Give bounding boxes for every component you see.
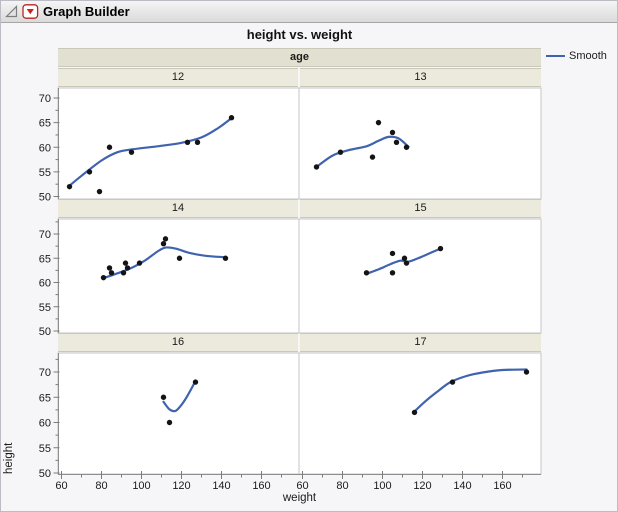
data-point[interactable] [389,129,396,136]
data-point[interactable] [411,409,418,416]
data-point[interactable] [166,419,173,426]
window-title: Graph Builder [43,4,130,19]
x-tick-label: 80 [336,480,348,492]
data-point[interactable] [375,119,382,126]
facet-label-13[interactable]: 13 [300,68,541,87]
disclosure-triangle-icon[interactable] [5,5,18,18]
facet-variable-band[interactable]: age [58,48,541,67]
x-tick-label: 100 [373,480,391,492]
data-point[interactable] [523,369,530,375]
data-point[interactable] [160,241,167,247]
data-point[interactable] [96,188,103,195]
y-tick-label: 55 [39,167,51,179]
y-tick-label: 60 [39,418,51,430]
y-tick-label: 70 [39,367,51,379]
x-tick-label: 160 [493,480,511,492]
data-point[interactable] [66,183,73,190]
graph-title[interactable]: height vs. weight [246,27,353,42]
graph-canvas: height vs. weight age 12 13 14 15 16 17 heigh… [1,23,617,511]
panel-age-16[interactable] [57,352,300,475]
legend-label: Smooth [569,50,607,62]
data-point[interactable] [136,260,143,266]
y-tick-label: 65 [39,118,51,130]
y-tick-label: 70 [39,229,51,241]
y-tick-label: 65 [39,392,51,404]
y-tick-label: 70 [39,93,51,105]
data-point[interactable] [192,379,199,385]
data-point[interactable] [86,169,93,175]
smooth-line-age-17[interactable] [413,368,528,413]
smooth-line-age-12[interactable] [68,117,233,187]
red-triangle-menu-button[interactable] [22,4,39,19]
data-point[interactable] [124,265,131,271]
data-point[interactable] [122,260,129,266]
x-tick-label: 140 [453,480,471,492]
legend-item-smooth[interactable]: Smooth [546,48,607,64]
x-tick-label: 60 [296,480,308,492]
title-bar: Graph Builder [1,1,617,23]
data-point[interactable] [106,265,113,271]
panel-age-17[interactable] [298,352,542,475]
data-point[interactable] [403,144,410,150]
data-point[interactable] [437,245,444,252]
panel-age-15[interactable] [298,218,542,334]
x-axis-label[interactable]: weight [282,492,317,504]
y-tick-label: 60 [39,142,51,154]
y-tick-label: 55 [39,302,51,314]
smooth-line-age-16[interactable] [162,380,197,413]
data-point[interactable] [184,139,191,146]
data-point[interactable] [160,394,167,400]
x-tick-label: 120 [172,480,190,492]
data-point[interactable] [162,236,169,242]
data-point[interactable] [106,144,113,150]
data-point[interactable] [176,255,183,261]
y-tick-label: 50 [39,326,51,338]
y-tick-label: 50 [39,468,51,480]
data-point[interactable] [128,149,135,155]
data-point[interactable] [337,149,344,155]
panel-age-13[interactable] [298,87,542,200]
x-tick-label: 140 [212,480,230,492]
facet-label-12[interactable]: 12 [58,68,298,87]
data-point[interactable] [228,115,235,121]
x-tick-label: 160 [252,480,270,492]
y-tick-label: 50 [39,192,51,204]
data-point[interactable] [403,260,410,266]
data-point[interactable] [108,270,115,276]
data-point[interactable] [222,255,229,261]
data-point[interactable] [449,379,456,385]
data-point[interactable] [100,274,107,281]
data-point[interactable] [313,164,320,170]
data-point[interactable] [194,139,201,146]
data-point[interactable] [120,270,127,276]
y-tick-label: 60 [39,278,51,290]
smooth-line-age-13[interactable] [315,135,410,168]
data-point[interactable] [393,139,400,146]
x-tick-label: 80 [95,480,107,492]
trellis-plot: 50 55 60 65 70 50 55 60 65 70 50 55 60 65 70 60 80 100 120… [39,87,542,492]
x-tick-label: 120 [413,480,431,492]
smooth-line-swatch [546,55,565,57]
data-point[interactable] [389,270,396,276]
data-point[interactable] [389,250,396,257]
panel-age-14[interactable] [57,218,300,334]
data-point[interactable] [369,154,376,160]
x-tick-label: 60 [55,480,67,492]
x-tick-label: 100 [132,480,150,492]
y-tick-label: 55 [39,443,51,455]
smooth-line-age-15[interactable] [365,247,442,275]
y-tick-label: 65 [39,253,51,265]
data-point[interactable] [363,270,370,276]
data-point[interactable] [401,255,408,261]
